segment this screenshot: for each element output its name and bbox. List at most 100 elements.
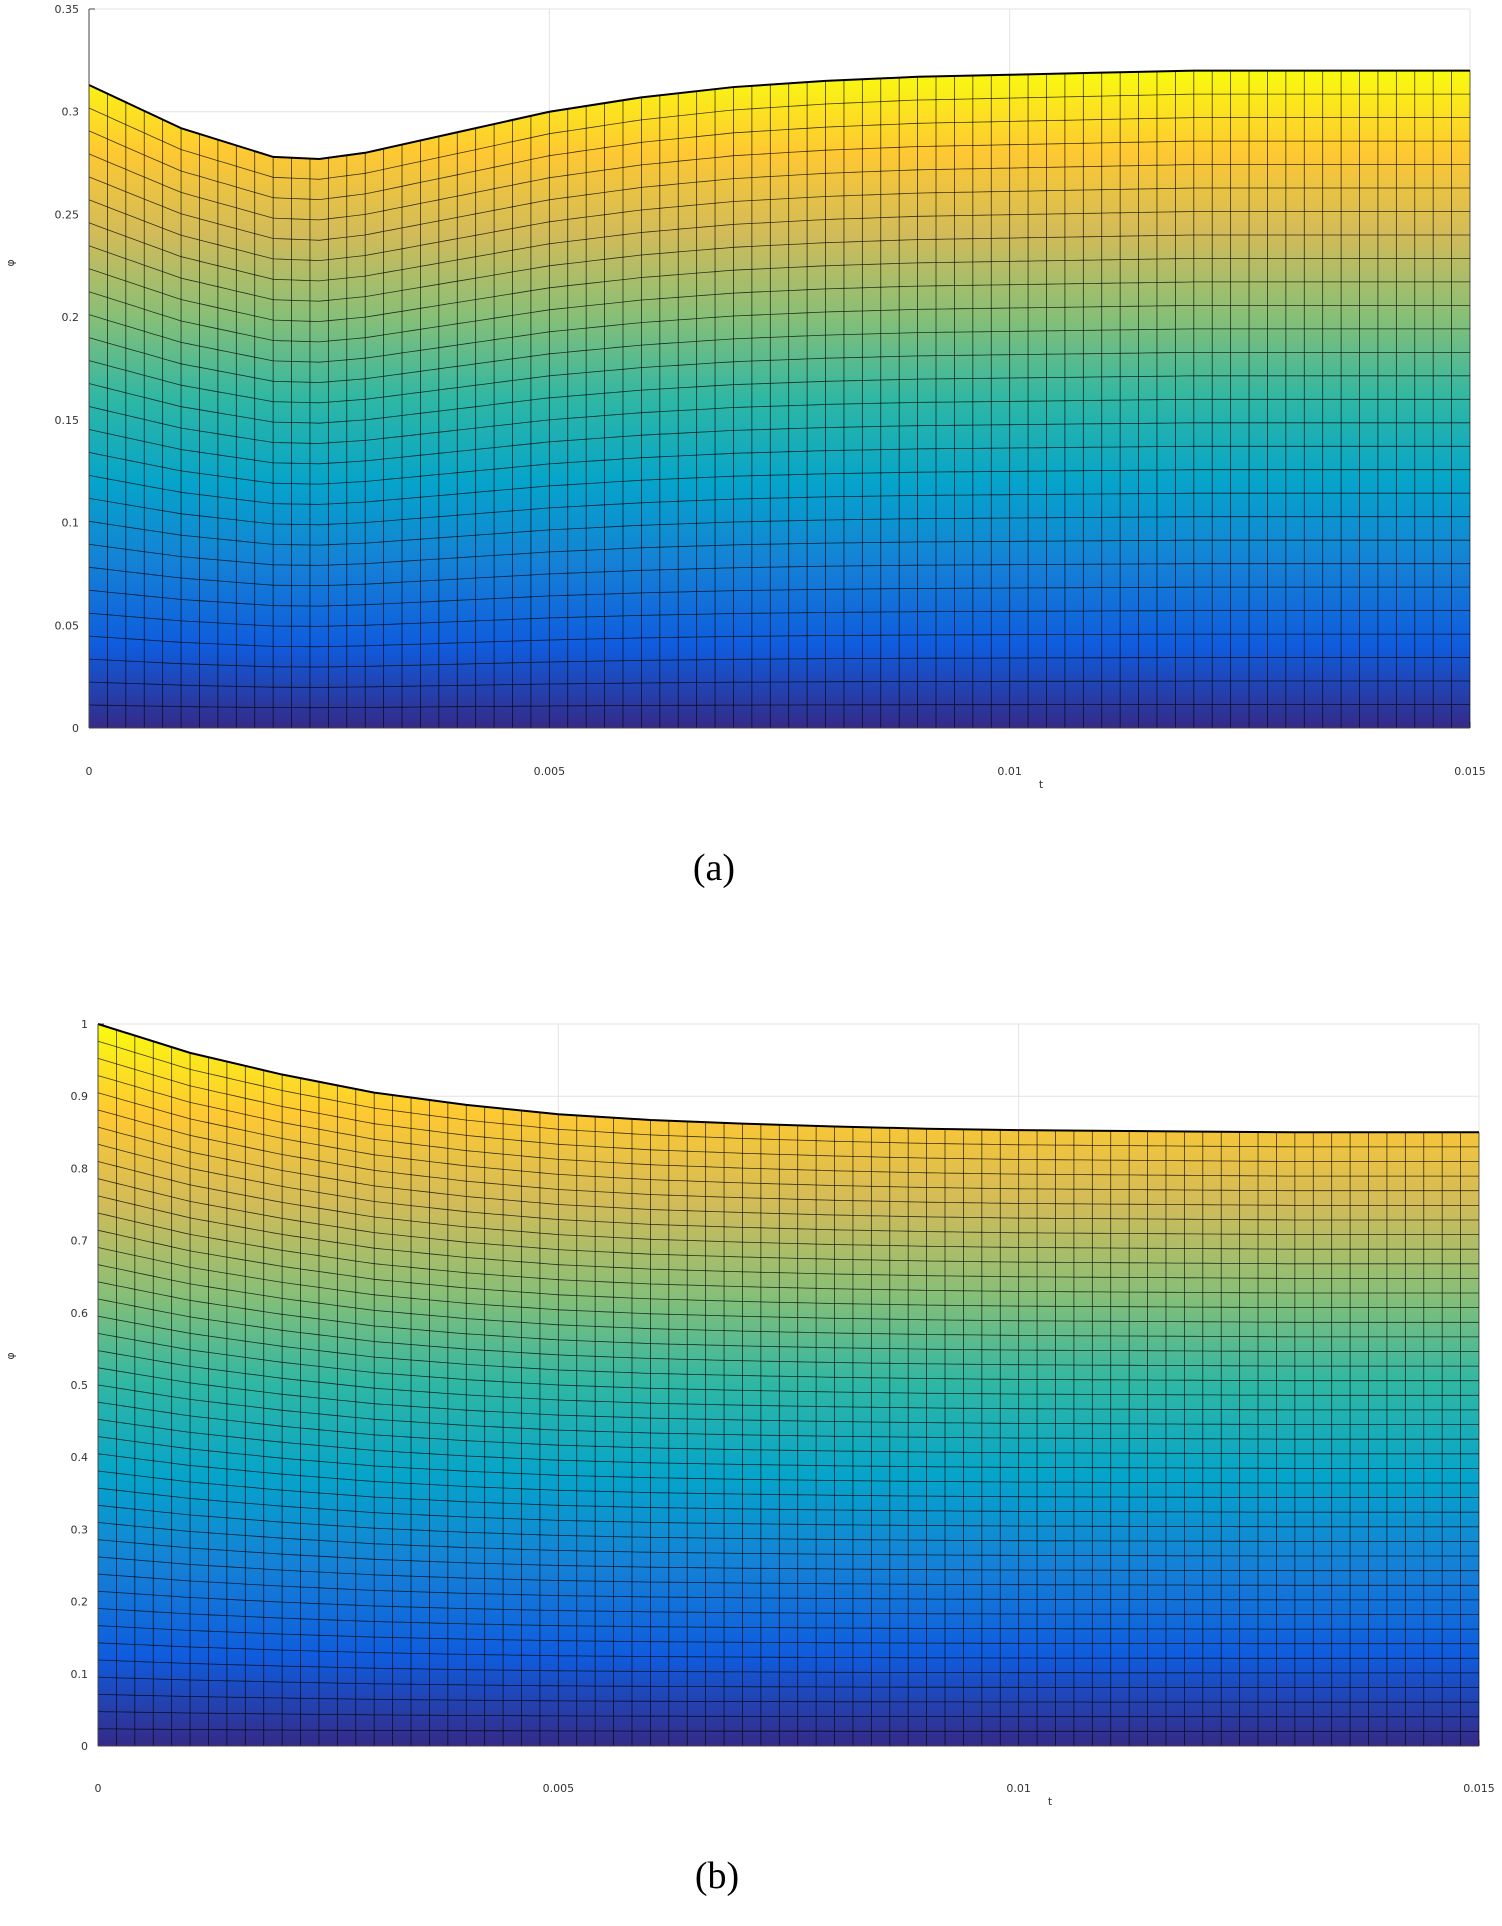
mesh-line bbox=[97, 1470, 1479, 1513]
y-tick-label: 1 bbox=[81, 1018, 88, 1031]
mesh-line bbox=[88, 258, 1470, 322]
mesh-line bbox=[97, 1487, 1479, 1528]
y-tick-label: 0.05 bbox=[55, 619, 80, 632]
mesh-line bbox=[97, 1315, 1479, 1382]
surface-edge bbox=[97, 1023, 1479, 1134]
mesh-line bbox=[88, 305, 1470, 363]
mesh-line bbox=[97, 1298, 1479, 1367]
x-tick-label: 0.01 bbox=[997, 765, 1022, 778]
mesh-line bbox=[97, 1384, 1479, 1440]
mesh bbox=[97, 1023, 1480, 1746]
mesh-line bbox=[97, 1642, 1479, 1659]
mesh-line bbox=[88, 140, 1470, 221]
mesh-line bbox=[97, 1419, 1479, 1469]
mesh-line bbox=[97, 1539, 1479, 1572]
mesh-line bbox=[88, 234, 1470, 302]
x-tick-label: 0.015 bbox=[1463, 1782, 1495, 1795]
mesh-line bbox=[88, 281, 1470, 343]
mesh-line bbox=[88, 445, 1470, 485]
mesh-line bbox=[88, 328, 1470, 383]
y-axis-label: φ bbox=[4, 1352, 17, 1359]
x-axis-label: t bbox=[1048, 1795, 1053, 1808]
caption: (b) bbox=[695, 1855, 739, 1897]
mesh-line bbox=[88, 657, 1470, 668]
mesh-line bbox=[88, 375, 1470, 424]
x-tick-label: 0.005 bbox=[534, 765, 566, 778]
mesh-line bbox=[97, 1350, 1479, 1411]
mesh-line bbox=[97, 1728, 1479, 1732]
mesh bbox=[88, 70, 1471, 728]
mesh-line bbox=[97, 1504, 1479, 1542]
mesh-line bbox=[88, 610, 1470, 627]
x-axis-label: t bbox=[1039, 778, 1044, 791]
mesh-line bbox=[97, 1109, 1479, 1206]
mesh-line bbox=[88, 539, 1470, 566]
mesh-line bbox=[88, 117, 1470, 201]
surface-edge bbox=[88, 69, 1470, 160]
mesh-line bbox=[97, 1247, 1479, 1323]
y-tick-label: 0.35 bbox=[55, 3, 80, 16]
caption: (a) bbox=[693, 847, 735, 889]
y-tick-label: 0.3 bbox=[71, 1523, 89, 1536]
y-tick-label: 0.25 bbox=[55, 208, 80, 221]
mesh-line bbox=[97, 1281, 1479, 1352]
mesh-line bbox=[88, 586, 1470, 607]
mesh-line bbox=[97, 1161, 1479, 1250]
mesh-line bbox=[97, 1075, 1479, 1177]
mesh-line bbox=[88, 211, 1470, 282]
mesh-line bbox=[97, 1573, 1479, 1601]
mesh-line bbox=[88, 704, 1470, 709]
y-axis-label: φ bbox=[4, 259, 17, 266]
y-tick-label: 0.7 bbox=[71, 1235, 89, 1248]
mesh-line bbox=[97, 1401, 1479, 1455]
mesh-line bbox=[88, 563, 1470, 587]
mesh-line bbox=[97, 1625, 1479, 1645]
mesh-line bbox=[97, 1143, 1479, 1235]
mesh-line bbox=[97, 1367, 1479, 1425]
mesh-line bbox=[88, 469, 1470, 505]
x-tick-label: 0.015 bbox=[1454, 765, 1486, 778]
mesh-line bbox=[97, 1436, 1479, 1484]
y-tick-label: 0 bbox=[72, 722, 79, 735]
x-tick-label: 0 bbox=[86, 765, 93, 778]
mesh-line bbox=[88, 680, 1470, 688]
mesh-line bbox=[88, 398, 1470, 444]
y-tick-label: 0 bbox=[81, 1740, 88, 1753]
mesh-line bbox=[97, 1333, 1479, 1396]
y-tick-label: 0.1 bbox=[62, 517, 80, 530]
mesh-line bbox=[97, 1058, 1479, 1162]
y-tick-label: 0.2 bbox=[62, 311, 80, 324]
mesh-line bbox=[88, 633, 1470, 648]
mesh-line bbox=[97, 1264, 1479, 1338]
mesh-line bbox=[97, 1556, 1479, 1586]
x-tick-label: 0 bbox=[95, 1782, 102, 1795]
mesh-line bbox=[97, 1229, 1479, 1308]
mesh-line bbox=[97, 1590, 1479, 1615]
mesh-line bbox=[97, 1126, 1479, 1221]
mesh-line bbox=[88, 187, 1470, 262]
y-tick-label: 0.5 bbox=[71, 1379, 89, 1392]
mesh-line bbox=[97, 1608, 1479, 1630]
mesh-line bbox=[97, 1694, 1479, 1703]
mesh-line bbox=[97, 1522, 1479, 1557]
mesh-line bbox=[97, 1040, 1479, 1148]
y-tick-label: 0.1 bbox=[71, 1668, 89, 1681]
y-tick-label: 0.8 bbox=[71, 1162, 89, 1175]
x-tick-label: 0.01 bbox=[1006, 1782, 1031, 1795]
mesh-line bbox=[97, 1453, 1479, 1498]
mesh-line bbox=[97, 1092, 1479, 1192]
mesh-line bbox=[88, 164, 1470, 241]
mesh-line bbox=[97, 1676, 1479, 1688]
y-tick-label: 0.2 bbox=[71, 1596, 89, 1609]
y-tick-label: 0.9 bbox=[71, 1090, 89, 1103]
mesh-line bbox=[88, 352, 1470, 404]
mesh-line bbox=[88, 93, 1470, 180]
mesh-line bbox=[97, 1212, 1479, 1294]
mesh-line bbox=[97, 1195, 1479, 1279]
y-tick-label: 0.3 bbox=[62, 106, 80, 119]
x-tick-label: 0.005 bbox=[543, 1782, 575, 1795]
mesh-line bbox=[88, 492, 1470, 526]
y-tick-label: 0.15 bbox=[55, 414, 80, 427]
